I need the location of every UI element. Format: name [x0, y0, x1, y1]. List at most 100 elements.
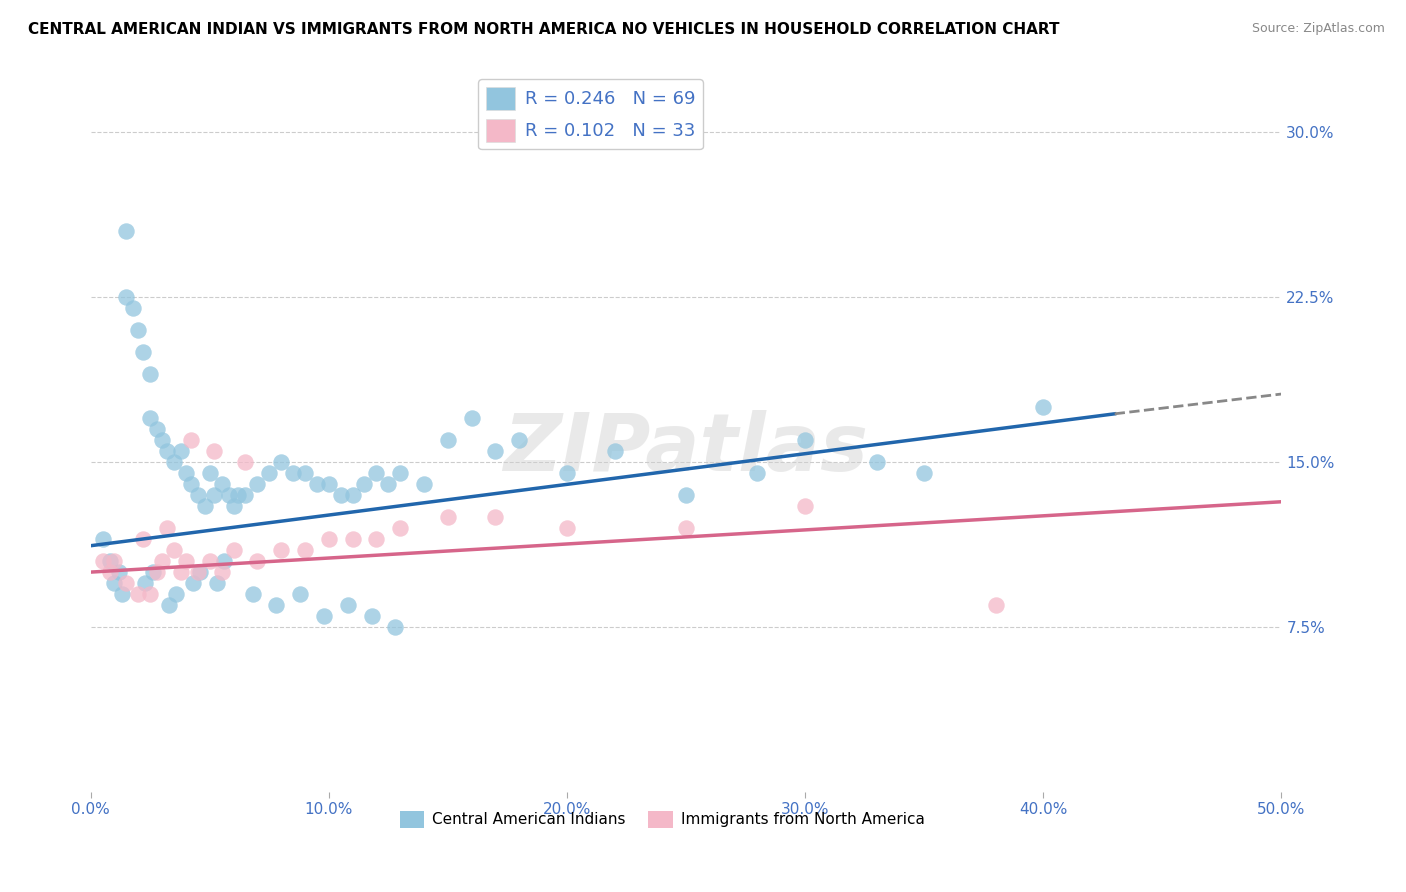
Point	[246, 477, 269, 491]
Point	[139, 411, 162, 425]
Point	[188, 565, 211, 579]
Point	[1032, 401, 1054, 415]
Point	[150, 554, 173, 568]
Point	[603, 444, 626, 458]
Point	[794, 433, 817, 447]
Point	[290, 587, 312, 601]
Point	[318, 477, 340, 491]
Point	[156, 444, 179, 458]
Point	[91, 532, 114, 546]
Legend: Central American Indians, Immigrants from North America: Central American Indians, Immigrants fro…	[394, 805, 931, 834]
Point	[108, 565, 131, 579]
Point	[132, 345, 155, 359]
Point	[91, 554, 114, 568]
Point	[157, 598, 180, 612]
Point	[187, 565, 209, 579]
Point	[127, 587, 149, 601]
Point	[115, 224, 138, 238]
Point	[198, 554, 221, 568]
Point	[211, 477, 233, 491]
Point	[484, 510, 506, 524]
Point	[342, 532, 364, 546]
Point	[794, 499, 817, 513]
Point	[366, 532, 388, 546]
Point	[984, 598, 1007, 612]
Point	[384, 620, 406, 634]
Point	[484, 444, 506, 458]
Point	[246, 554, 269, 568]
Point	[329, 488, 352, 502]
Point	[163, 455, 186, 469]
Point	[318, 532, 340, 546]
Point	[98, 554, 121, 568]
Point	[163, 543, 186, 558]
Point	[353, 477, 375, 491]
Point	[170, 444, 193, 458]
Point	[747, 466, 769, 480]
Point	[377, 477, 399, 491]
Point	[389, 521, 412, 535]
Point	[675, 488, 697, 502]
Point	[150, 433, 173, 447]
Point	[174, 466, 197, 480]
Point	[437, 510, 460, 524]
Point	[141, 565, 163, 579]
Point	[413, 477, 436, 491]
Point	[437, 433, 460, 447]
Point	[174, 554, 197, 568]
Point	[226, 488, 249, 502]
Point	[134, 576, 156, 591]
Point	[222, 499, 245, 513]
Point	[204, 488, 226, 502]
Point	[115, 290, 138, 304]
Point	[139, 587, 162, 601]
Point	[366, 466, 388, 480]
Point	[110, 587, 132, 601]
Point	[115, 576, 138, 591]
Point	[204, 444, 226, 458]
Point	[336, 598, 359, 612]
Text: CENTRAL AMERICAN INDIAN VS IMMIGRANTS FROM NORTH AMERICA NO VEHICLES IN HOUSEHOL: CENTRAL AMERICAN INDIAN VS IMMIGRANTS FR…	[28, 22, 1060, 37]
Point	[294, 466, 316, 480]
Point	[205, 576, 228, 591]
Point	[103, 554, 125, 568]
Point	[242, 587, 264, 601]
Point	[222, 543, 245, 558]
Point	[281, 466, 304, 480]
Point	[122, 301, 145, 316]
Point	[103, 576, 125, 591]
Point	[294, 543, 316, 558]
Text: Source: ZipAtlas.com: Source: ZipAtlas.com	[1251, 22, 1385, 36]
Point	[156, 521, 179, 535]
Point	[270, 543, 292, 558]
Point	[212, 554, 235, 568]
Point	[508, 433, 530, 447]
Point	[312, 609, 335, 624]
Point	[305, 477, 328, 491]
Point	[187, 488, 209, 502]
Point	[218, 488, 240, 502]
Text: ZIPatlas: ZIPatlas	[503, 410, 869, 488]
Point	[257, 466, 280, 480]
Point	[170, 565, 193, 579]
Point	[266, 598, 288, 612]
Point	[194, 499, 217, 513]
Point	[180, 477, 202, 491]
Point	[132, 532, 155, 546]
Point	[235, 488, 257, 502]
Point	[270, 455, 292, 469]
Point	[180, 433, 202, 447]
Point	[555, 466, 578, 480]
Point	[146, 422, 169, 436]
Point	[198, 466, 221, 480]
Point	[360, 609, 382, 624]
Point	[98, 565, 121, 579]
Point	[211, 565, 233, 579]
Point	[127, 323, 149, 337]
Point	[146, 565, 169, 579]
Point	[865, 455, 887, 469]
Point	[675, 521, 697, 535]
Point	[555, 521, 578, 535]
Point	[389, 466, 412, 480]
Point	[181, 576, 204, 591]
